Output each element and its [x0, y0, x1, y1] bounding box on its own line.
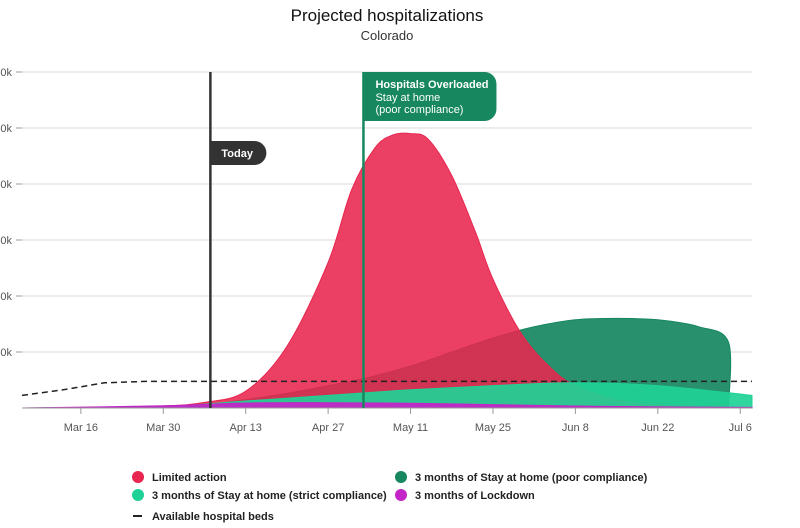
x-tick-label: Apr 27: [312, 422, 344, 434]
overload-flag: [363, 72, 497, 122]
legend-label-2: 3 months of Stay at home (strict complia…: [152, 490, 387, 502]
axes: 20k 40k 60k 80k 100k 120k Mar 16 Mar 30 Apr 13 Ap…: [0, 67, 752, 434]
legend-label-4: Available hospital beds: [152, 511, 274, 523]
x-tick-label: Jun 22: [641, 422, 674, 434]
x-tick-label: Jun 8: [562, 422, 589, 434]
legend-label-0: Limited action: [152, 472, 227, 484]
hospital-beds-line: [21, 380, 752, 397]
legend: Limited action 3 months of Stay at home (…: [132, 471, 648, 523]
legend-label-1: 3 months of Stay at home (poor complianc…: [415, 472, 648, 484]
y-tick-label: 80k: [0, 179, 12, 191]
today-label: Today: [221, 148, 253, 160]
legend-marker-1: [395, 471, 407, 483]
y-tick-label: 20k: [0, 347, 12, 359]
legend-marker-0: [132, 471, 144, 483]
chart-title: Projected hospitalizations: [291, 6, 484, 25]
x-tick-label: May 11: [393, 422, 428, 434]
x-tick-label: Mar 16: [64, 422, 98, 434]
y-tick-label: 60k: [0, 235, 12, 247]
y-tick-label: 100k: [0, 123, 12, 135]
x-tick-label: Jul 6: [729, 422, 752, 434]
chart-subtitle: Colorado: [361, 28, 414, 43]
x-tick-label: May 25: [475, 422, 511, 434]
series-areas: [21, 132, 753, 409]
legend-marker-2: [132, 489, 144, 501]
overload-sublabel-1: Stay at home: [375, 92, 440, 104]
y-tick-label: 120k: [0, 67, 12, 79]
today-flag: [210, 141, 267, 165]
x-tick-label: Apr 13: [229, 422, 261, 434]
y-tick-label: 40k: [0, 291, 12, 303]
legend-marker-3: [395, 489, 407, 501]
overload-label: Hospitals Overloaded: [375, 79, 488, 91]
overload-sublabel-2: (poor compliance): [375, 104, 463, 116]
series-area-3: [21, 402, 753, 409]
legend-label-3: 3 months of Lockdown: [415, 490, 535, 502]
x-tick-label: Mar 30: [146, 422, 180, 434]
